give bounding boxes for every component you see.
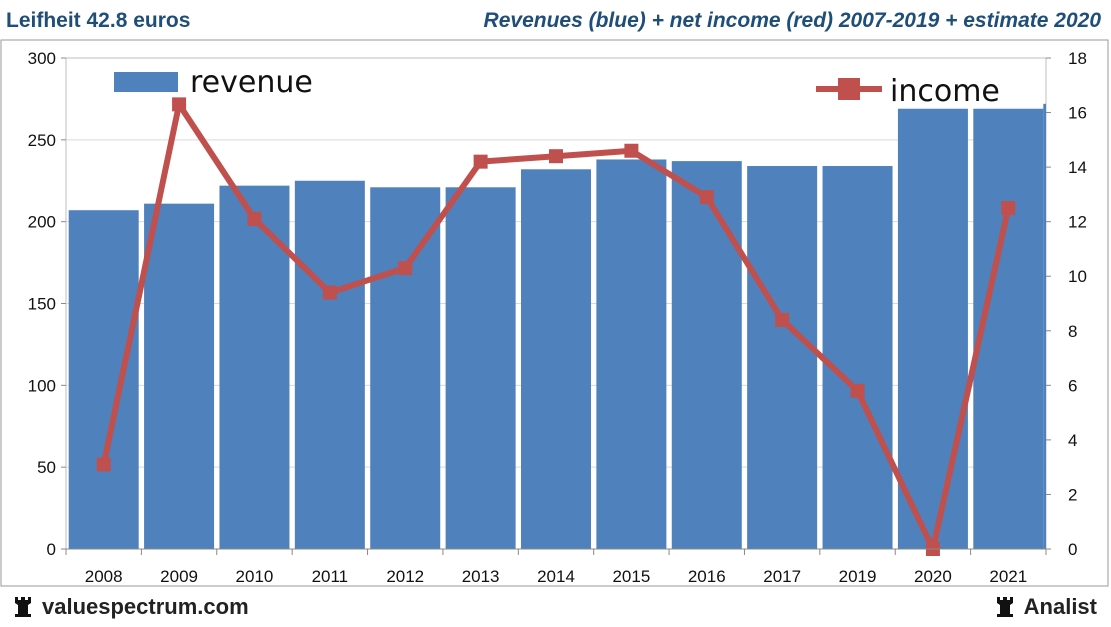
- y-left-tick-label: 250: [28, 131, 56, 150]
- footer-brand-right: Analist: [994, 594, 1097, 620]
- y-right-tick-label: 4: [1068, 431, 1077, 450]
- income-marker: [473, 154, 488, 169]
- y-right-tick-label: 8: [1068, 322, 1077, 341]
- y-left-tick-label: 100: [28, 376, 56, 395]
- income-marker: [624, 143, 639, 158]
- y-right-tick-label: 16: [1068, 104, 1087, 123]
- x-tick-label: 2013: [462, 567, 500, 586]
- footer-brand-left: valuespectrum.com: [12, 594, 249, 620]
- x-tick-label: 2020: [914, 567, 952, 586]
- revenue-bar: [747, 166, 818, 549]
- revenue-bar-extra: [1043, 103, 1046, 550]
- x-tick-label: 2015: [612, 567, 650, 586]
- y-right-tick-label: 0: [1068, 540, 1077, 559]
- revenue-bar: [596, 159, 667, 549]
- y-right-tick-label: 2: [1068, 485, 1077, 504]
- income-marker: [549, 149, 563, 164]
- x-tick-label: 2009: [160, 567, 198, 586]
- y-right-tick-label: 10: [1068, 267, 1087, 286]
- revenue-bars: [68, 103, 1046, 550]
- x-tick-label: 2010: [236, 567, 274, 586]
- income-marker: [172, 97, 187, 112]
- x-tick-label: 2014: [537, 567, 575, 586]
- income-marker: [322, 285, 337, 300]
- chart-title-right: Revenues (blue) + net income (red) 2007-…: [483, 9, 1101, 32]
- revenue-bar: [445, 187, 516, 549]
- legend-income-label: income: [890, 74, 1000, 109]
- y-left-tick-label: 50: [37, 458, 56, 477]
- revenue-bar: [521, 169, 591, 549]
- y-left-tick-label: 200: [28, 213, 56, 232]
- legend-revenue-swatch: [114, 72, 178, 92]
- x-tick-label: 2019: [839, 567, 877, 586]
- income-line: [96, 97, 1016, 556]
- footer-left-text: valuespectrum.com: [42, 594, 249, 619]
- legend: revenue income: [114, 65, 1000, 109]
- y-left-tick-label: 0: [47, 540, 56, 559]
- income-marker: [96, 457, 111, 472]
- y-right-tick-label: 12: [1068, 213, 1087, 232]
- y-right-tick-label: 14: [1068, 158, 1087, 177]
- revenue-bar: [294, 180, 365, 549]
- x-tick-label: 2021: [989, 567, 1027, 586]
- y-left-tick-label: 300: [28, 49, 56, 68]
- revenue-bar: [897, 108, 968, 549]
- footer-right-text: Analist: [1023, 594, 1097, 619]
- x-tick-label: 2017: [763, 567, 801, 586]
- y-left-tick-label: 150: [28, 295, 56, 314]
- x-axis: 2008 2009 2010 2011 2012 2013 2014 2015 2016 2017…: [65, 548, 1047, 586]
- chart-title-left: Leifheit 42.8 euros: [6, 9, 191, 32]
- y-right-tick-label: 6: [1068, 376, 1077, 395]
- income-marker: [850, 383, 865, 398]
- revenue-bar: [68, 210, 139, 549]
- revenue-bar: [671, 161, 742, 550]
- y-axis-right: 0 2 4 6 8 10 12 14 16 18: [1046, 49, 1087, 559]
- revenue-bar: [144, 203, 215, 549]
- legend-revenue-label: revenue: [190, 65, 313, 100]
- revenue-bar: [219, 185, 290, 549]
- rook-icon: [996, 597, 1013, 617]
- revenue-bar: [973, 108, 1044, 549]
- rook-icon: [15, 597, 31, 617]
- x-tick-label: 2016: [688, 567, 726, 586]
- legend-income-marker: [838, 78, 860, 100]
- x-tick-label: 2008: [85, 567, 123, 586]
- y-axis-left: 0 50 100 150 200 250 300: [28, 49, 66, 559]
- income-marker: [699, 190, 714, 205]
- income-marker: [398, 261, 413, 276]
- x-tick-label: 2012: [386, 567, 424, 586]
- revenue-bar: [822, 166, 893, 549]
- income-marker: [1001, 201, 1016, 216]
- x-tick-label: 2011: [312, 567, 349, 586]
- income-marker: [775, 312, 790, 327]
- revenue-bar: [370, 187, 441, 549]
- plot-area-border: [0, 39, 1109, 587]
- y-right-tick-label: 18: [1068, 49, 1087, 68]
- income-marker: [247, 211, 262, 226]
